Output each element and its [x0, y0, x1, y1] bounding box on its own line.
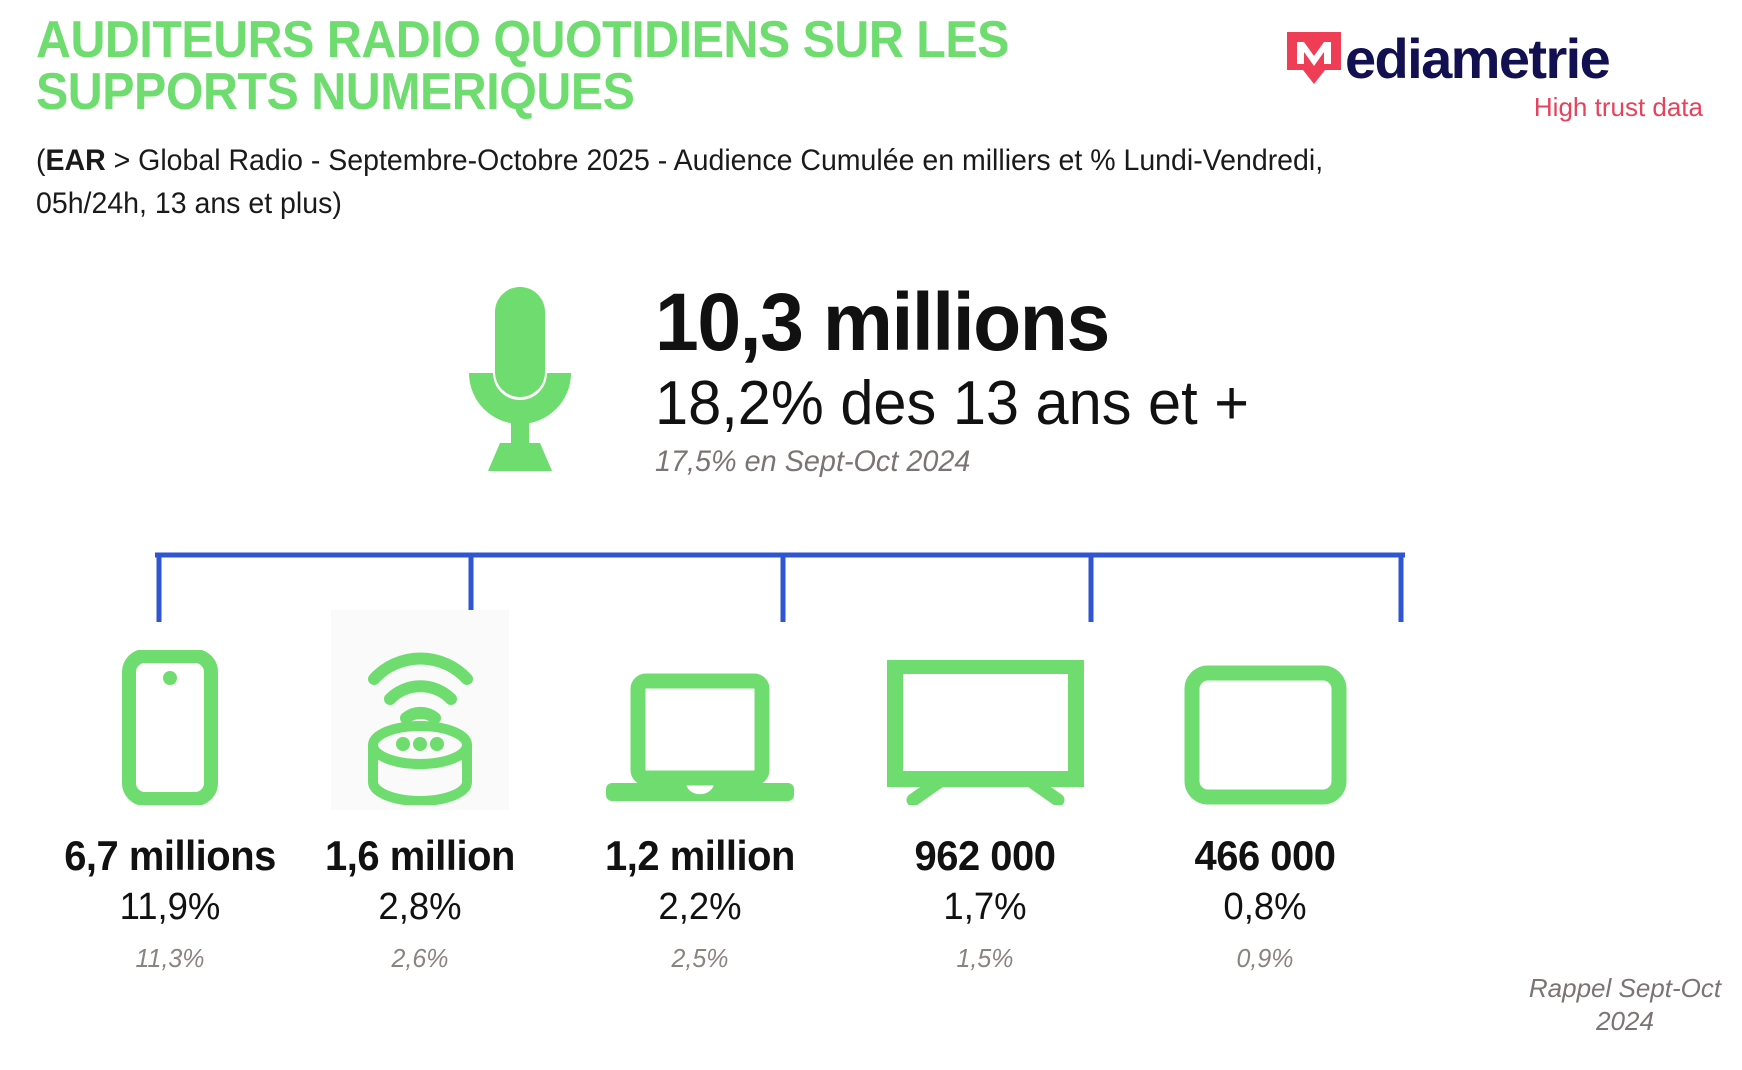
connector-bracket — [154, 552, 1406, 623]
device-value: 1,2 million — [605, 832, 795, 879]
mediametrie-m-mark-icon — [1285, 30, 1343, 88]
header: AUDITEURS RADIO QUOTIDIENS SUR LES SUPPO… — [0, 0, 1742, 250]
device-icon-wrap — [331, 610, 509, 810]
subtitle-rest: > Global Radio - Septembre-Octobre 2025 … — [36, 144, 1324, 220]
device-icon-wrap — [575, 610, 825, 810]
device-percent: 1,7% — [943, 886, 1027, 928]
hero-summary: 10,3 millions 18,2% des 13 ans et + 17,5… — [0, 279, 1742, 500]
device-icon-wrap — [860, 610, 1110, 810]
device-icon-wrap — [1140, 610, 1390, 810]
subtitle-prefix: ( — [36, 144, 46, 177]
hero-previous-value: 17,5% en Sept-Oct 2024 — [655, 445, 971, 479]
tablet-icon — [1183, 665, 1348, 810]
hero-total-value: 10,3 millions — [655, 277, 1110, 368]
smart-speaker-icon — [358, 627, 483, 810]
device-percent: 2,8% — [378, 886, 462, 928]
hero-text: 10,3 millions 18,2% des 13 ans et + 17,5… — [655, 277, 1475, 479]
hero-percent-line: 18,2% des 13 ans et + — [655, 368, 1442, 439]
device-previous-percent: 1,5% — [956, 943, 1014, 973]
device-column-smartphone: 6,7 millions 11,9% 11,3% — [45, 610, 295, 974]
device-column-laptop: 1,2 million 2,2% 2,5% — [575, 610, 825, 974]
device-breakdown: 6,7 millions 11,9% 11,3% — [0, 610, 1742, 1030]
logo-row: ediametrie — [1285, 28, 1705, 90]
device-previous-percent: 2,5% — [671, 943, 729, 973]
device-percent: 2,2% — [658, 886, 742, 928]
device-column-television: 962 000 1,7% 1,5% — [860, 610, 1110, 974]
device-value: 1,6 million — [325, 832, 515, 879]
hero-percent: 18,2% — [655, 369, 824, 439]
subtitle: (EAR > Global Radio - Septembre-Octobre … — [36, 140, 1366, 225]
logo-wordmark: ediametrie — [1345, 27, 1611, 90]
page-title: AUDITEURS RADIO QUOTIDIENS SUR LES SUPPO… — [36, 11, 1009, 121]
device-column-smart-speaker: 1,6 million 2,8% 2,6% — [295, 610, 545, 974]
device-percent: 11,9% — [119, 886, 221, 928]
television-icon — [883, 658, 1088, 810]
device-icon-wrap — [45, 610, 295, 810]
device-previous-percent: 2,6% — [391, 943, 449, 973]
subtitle-source: EAR — [45, 144, 106, 177]
footnote-legend: Rappel Sept-Oct 2024 — [1528, 973, 1722, 1036]
title-block: AUDITEURS RADIO QUOTIDIENS SUR LES SUPPO… — [36, 14, 1216, 118]
device-value: 6,7 millions — [64, 832, 276, 879]
device-value: 962 000 — [914, 832, 1056, 879]
device-value: 466 000 — [1194, 832, 1336, 879]
microphone-icon — [455, 285, 585, 475]
smartphone-icon — [120, 649, 220, 810]
laptop-icon — [600, 673, 800, 810]
device-column-tablet: 466 000 0,8% 0,9% — [1140, 610, 1390, 974]
device-previous-percent: 11,3% — [135, 943, 205, 973]
device-percent: 0,8% — [1223, 886, 1307, 928]
mediametrie-logo: ediametrie High trust data — [1285, 28, 1705, 122]
logo-tagline: High trust data — [1533, 92, 1703, 122]
hero-percent-suffix: des 13 ans et + — [823, 369, 1249, 439]
device-previous-percent: 0,9% — [1236, 943, 1294, 973]
